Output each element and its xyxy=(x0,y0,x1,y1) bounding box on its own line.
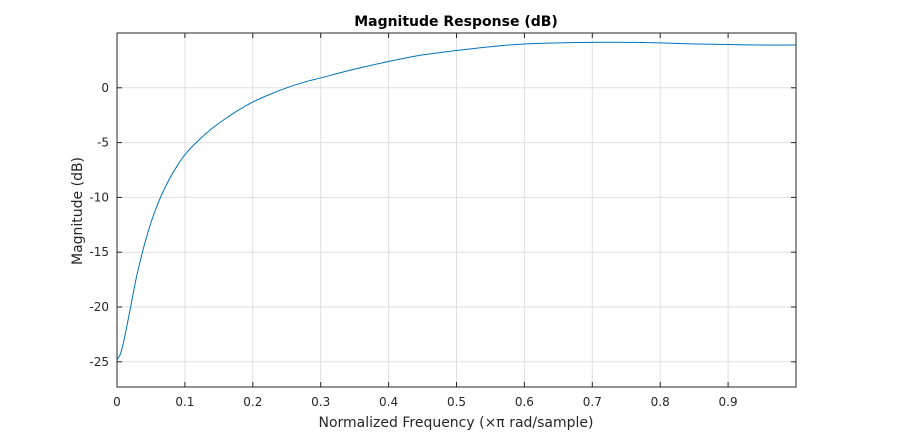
y-tick-label: -10 xyxy=(89,190,109,204)
x-tick-label: 0 xyxy=(113,395,121,409)
x-tick-label: 0.2 xyxy=(243,395,262,409)
ticks: 0 0.1 0.2 0.3 0.4 0.5 0.6 0.7 0.8 0.9 0 -5 -10 -15 -20… xyxy=(89,33,796,409)
y-tick-label: -15 xyxy=(89,245,109,259)
x-tick-label: 0.8 xyxy=(651,395,670,409)
x-tick-label: 0.1 xyxy=(175,395,194,409)
x-tick-label: 0.3 xyxy=(311,395,330,409)
y-tick-label: -5 xyxy=(97,136,109,150)
chart-title: Magnitude Response (dB) xyxy=(354,14,558,30)
grid xyxy=(117,33,796,387)
x-tick-label: 0.4 xyxy=(379,395,398,409)
y-tick-label: -25 xyxy=(89,355,109,369)
y-tick-label: 0 xyxy=(101,81,109,95)
y-axis-title: Magnitude (dB) xyxy=(70,157,86,265)
x-tick-label: 0.5 xyxy=(447,395,466,409)
x-tick-label: 0.6 xyxy=(515,395,534,409)
y-tick-label: -20 xyxy=(89,300,109,314)
magnitude-response-line xyxy=(116,41,797,360)
series-layer xyxy=(116,41,797,360)
x-axis-title: Normalized Frequency (×π rad/sample) xyxy=(319,415,594,431)
x-tick-label: 0.9 xyxy=(719,395,738,409)
x-tick-label: 0.7 xyxy=(583,395,602,409)
